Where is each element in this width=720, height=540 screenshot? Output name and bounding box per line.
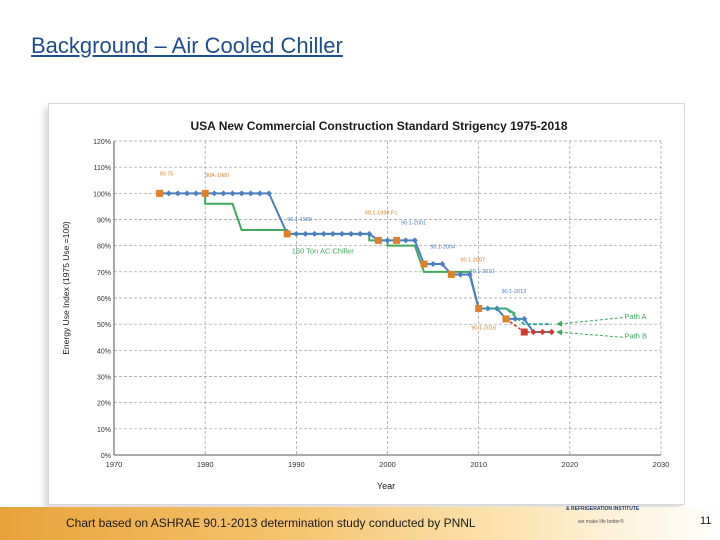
y-tick-label: 40% <box>97 348 111 355</box>
data-point-square <box>283 230 291 238</box>
annotation-label: 90.1-2013 <box>501 289 526 295</box>
annotation-label: 90.1-2004 <box>430 244 455 250</box>
data-point-diamond <box>302 230 309 237</box>
slide-number: 11 <box>700 515 712 527</box>
data-point-diamond <box>265 190 272 197</box>
data-point-diamond <box>348 230 355 237</box>
chart-frame: 0% 10% 20% 30% 40% 50% 60% 70% 80% 90% 100% 110% 120… <box>48 103 685 505</box>
data-point-diamond <box>211 190 218 197</box>
org-logo-text: & REFRIGERATION INSTITUTE <box>566 506 640 512</box>
data-point-diamond <box>338 230 345 237</box>
chart-title: USA New Commercial Construction Standard… <box>190 119 567 133</box>
y-tick-label: 0% <box>101 453 111 460</box>
data-point-diamond <box>430 260 437 267</box>
data-point-diamond <box>357 230 364 237</box>
data-point-diamond <box>466 271 473 278</box>
annotation-label: Path A <box>625 312 647 321</box>
y-tick-label: 110% <box>94 165 111 172</box>
annotation-label: 90.75 <box>160 172 174 178</box>
data-point-square <box>420 260 428 268</box>
x-tick-label: 1990 <box>288 460 305 469</box>
data-point-diamond <box>329 230 336 237</box>
annotation-label: 90.1-2007 <box>460 257 485 263</box>
annotation-label: 90.1-1999 F1 <box>365 210 398 216</box>
series-layer <box>156 189 623 338</box>
x-tick-label: 1970 <box>106 460 123 469</box>
data-point-diamond <box>521 315 528 322</box>
y-tick-label: 30% <box>97 375 111 382</box>
data-point-square <box>201 189 209 197</box>
slide-title: Background – Air Cooled Chiller <box>31 33 343 58</box>
data-point-diamond <box>238 190 245 197</box>
data-point-diamond <box>411 237 418 244</box>
data-point-diamond <box>384 237 391 244</box>
y-tick-label: 10% <box>97 427 111 434</box>
path-arrow <box>556 329 623 338</box>
data-point-diamond <box>174 190 181 197</box>
data-point-path-b <box>530 329 537 336</box>
path-arrow <box>556 317 623 327</box>
data-point-path-b <box>548 329 555 336</box>
y-tick-label: 100% <box>93 191 111 198</box>
data-point-square <box>502 315 510 323</box>
x-tick-label: 2020 <box>561 460 578 469</box>
annotation-label: Path B <box>625 332 648 341</box>
annotation-label: 90.1-1989 <box>287 217 312 223</box>
x-tick-label: 2030 <box>653 460 670 469</box>
annotation-label: 90.1-2016 <box>471 325 496 331</box>
footer-bar <box>0 507 720 540</box>
data-point-path-b <box>539 329 546 336</box>
data-point-diamond <box>512 315 519 322</box>
grid <box>113 140 662 456</box>
y-tick-label: 60% <box>97 296 111 303</box>
data-point-square <box>374 236 382 244</box>
y-tick-label: 90% <box>97 218 111 225</box>
x-axis-label: Year <box>377 481 395 491</box>
data-point-square <box>156 189 164 197</box>
energy-use-chart: 0% 10% 20% 30% 40% 50% 60% 70% 80% 90% 100% 110% 120… <box>61 119 669 491</box>
data-point-diamond <box>193 190 200 197</box>
annotation-label: 150 Ton AC Chiller <box>292 247 354 256</box>
y-tick-label: 70% <box>97 270 111 277</box>
data-point-square <box>393 236 401 244</box>
series-line-standard <box>159 192 552 334</box>
y-tick-label: 120% <box>93 139 111 146</box>
y-tick-label: 80% <box>97 244 111 251</box>
footer-source-note: Chart based on ASHRAE 90.1-2013 determin… <box>66 516 476 530</box>
annotation-label: 90A-1980 <box>205 173 229 179</box>
data-point-diamond <box>293 230 300 237</box>
annotation-label: 90.1-2010 <box>470 269 495 275</box>
data-point-square <box>475 304 483 312</box>
data-point-diamond <box>320 230 327 237</box>
data-point-diamond <box>402 237 409 244</box>
data-point-diamond <box>311 230 318 237</box>
x-tick-label: 2000 <box>379 460 396 469</box>
x-tick-label: 1980 <box>197 460 214 469</box>
y-axis-label: Energy Use Index (1975 Use =100) <box>61 221 71 355</box>
annotation-label: 90.1-2001 <box>401 221 426 227</box>
y-tick-label: 50% <box>97 322 111 329</box>
axes: 0% 10% 20% 30% 40% 50% 60% 70% 80% 90% 100% 110% 120… <box>93 139 669 469</box>
data-point-diamond <box>247 190 254 197</box>
series-line-chiller <box>204 193 516 315</box>
data-point-diamond <box>220 190 227 197</box>
org-tagline: we make life better® <box>578 519 624 525</box>
series-line-path-a <box>478 307 552 326</box>
data-point-diamond <box>229 190 236 197</box>
data-point-diamond <box>439 260 446 267</box>
x-tick-label: 2010 <box>470 460 487 469</box>
data-point-path-b-square <box>520 328 528 336</box>
data-point-diamond <box>165 190 172 197</box>
data-point-diamond <box>457 271 464 278</box>
data-point-diamond <box>183 190 190 197</box>
data-point-diamond <box>366 230 373 237</box>
data-point-square <box>447 270 455 278</box>
y-tick-label: 20% <box>97 401 111 408</box>
data-point-diamond <box>256 190 263 197</box>
